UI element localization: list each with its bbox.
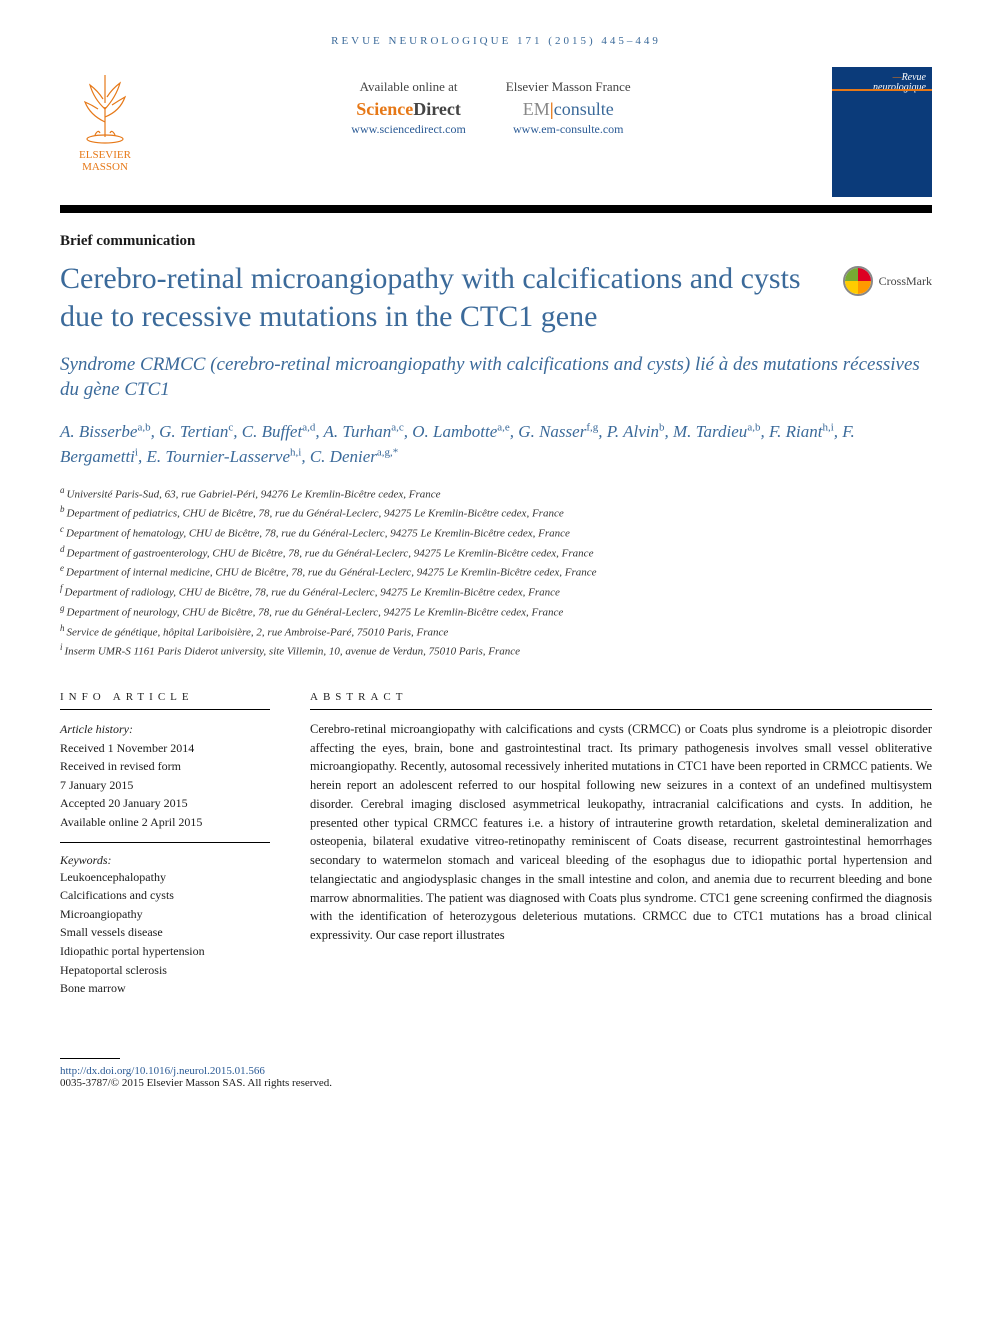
doi-link[interactable]: http://dx.doi.org/10.1016/j.neurol.2015.… [60,1065,932,1077]
affiliation: iInserm UMR-S 1161 Paris Diderot univers… [60,641,932,661]
masthead: ELSEVIER MASSON Available online at Scie… [60,67,932,197]
article-info-column: INFO ARTICLE Article history: Received 1… [60,691,270,998]
affiliation: eDepartment of internal medicine, CHU de… [60,562,932,582]
author-list: A. Bisserbea,b, G. Tertianc, C. Buffeta,… [60,420,932,469]
author: C. Buffeta,d [242,422,316,441]
abstract-text: Cerebro-retinal microangiopathy with cal… [310,720,932,945]
history-line: 7 January 2015 [60,776,270,795]
affiliation: cDepartment of hematology, CHU de Bicêtr… [60,523,932,543]
abstract-column: ABSTRACT Cerebro-retinal microangiopathy… [310,691,932,998]
info-heading: INFO ARTICLE [60,691,270,710]
page-footer: http://dx.doi.org/10.1016/j.neurol.2015.… [60,1058,932,1089]
keyword: Bone marrow [60,979,270,998]
history-line: Available online 2 April 2015 [60,813,270,832]
keyword: Calcifications and cysts [60,886,270,905]
keyword: Leukoencephalopathy [60,868,270,887]
author: M. Tardieua,b [673,422,760,441]
article-history: Article history: Received 1 November 201… [60,720,270,843]
affiliation: bDepartment of pediatrics, CHU de Bicêtr… [60,503,932,523]
sciencedirect-logo: ScienceDirect [351,99,466,120]
sciencedirect-url[interactable]: www.sciencedirect.com [351,122,466,137]
keyword: Small vessels disease [60,923,270,942]
author: G. Tertianc [159,422,233,441]
author: P. Alvinb [607,422,665,441]
crossmark-icon [843,266,873,296]
emconsulte-block: Elsevier Masson France EM|consulte www.e… [506,79,631,137]
author: F. Rianth,i [769,422,834,441]
affiliation: gDepartment of neurology, CHU de Bicêtre… [60,602,932,622]
author: C. Deniera,g,* [310,447,398,466]
sciencedirect-block: Available online at ScienceDirect www.sc… [351,79,466,137]
keyword: Microangiopathy [60,905,270,924]
emconsulte-url[interactable]: www.em-consulte.com [506,122,631,137]
author: E. Tournier-Lasserveh,i [146,447,301,466]
keyword: Hepatoportal sclerosis [60,961,270,980]
abstract-heading: ABSTRACT [310,691,932,710]
copyright-line: 0035-3787/© 2015 Elsevier Masson SAS. Al… [60,1077,932,1089]
keywords-block: Keywords: LeukoencephalopathyCalcificati… [60,853,270,998]
keyword: Idiopathic portal hypertension [60,942,270,961]
crossmark-label: CrossMark [879,274,932,289]
masthead-rule [60,205,932,213]
author: A. Turhana,c [324,422,404,441]
history-line: Received 1 November 2014 [60,739,270,758]
affiliation: fDepartment of radiology, CHU de Bicêtre… [60,582,932,602]
history-line: Accepted 20 January 2015 [60,794,270,813]
author: A. Bisserbea,b [60,422,151,441]
affiliation: hService de génétique, hôpital Lariboisi… [60,622,932,642]
affiliation: dDepartment of gastroenterology, CHU de … [60,543,932,563]
crossmark-button[interactable]: CrossMark [843,260,932,296]
publisher-logo: ELSEVIER MASSON [60,67,150,173]
author: G. Nasserf,g [518,422,598,441]
running-header: REVUE NEUROLOGIQUE 171 (2015) 445–449 [60,35,932,47]
available-label: Available online at [351,79,466,95]
publisher-name: ELSEVIER MASSON [79,149,131,173]
availability-block: Available online at ScienceDirect www.sc… [170,67,812,137]
affiliation-list: aUniversité Paris-Sud, 63, rue Gabriel-P… [60,484,932,661]
affiliation: aUniversité Paris-Sud, 63, rue Gabriel-P… [60,484,932,504]
emf-label: Elsevier Masson France [506,79,631,95]
article-subtitle: Syndrome CRMCC (cerebro-retinal microang… [60,353,932,402]
article-title: Cerebro-retinal microangiopathy with cal… [60,260,823,335]
author: O. Lambottea,e [412,422,510,441]
history-line: Received in revised form [60,757,270,776]
emconsulte-logo: EM|consulte [506,99,631,120]
elsevier-tree-icon [70,67,140,145]
article-type: Brief communication [60,233,932,250]
journal-cover-thumbnail: —Revue neurologique [832,67,932,197]
